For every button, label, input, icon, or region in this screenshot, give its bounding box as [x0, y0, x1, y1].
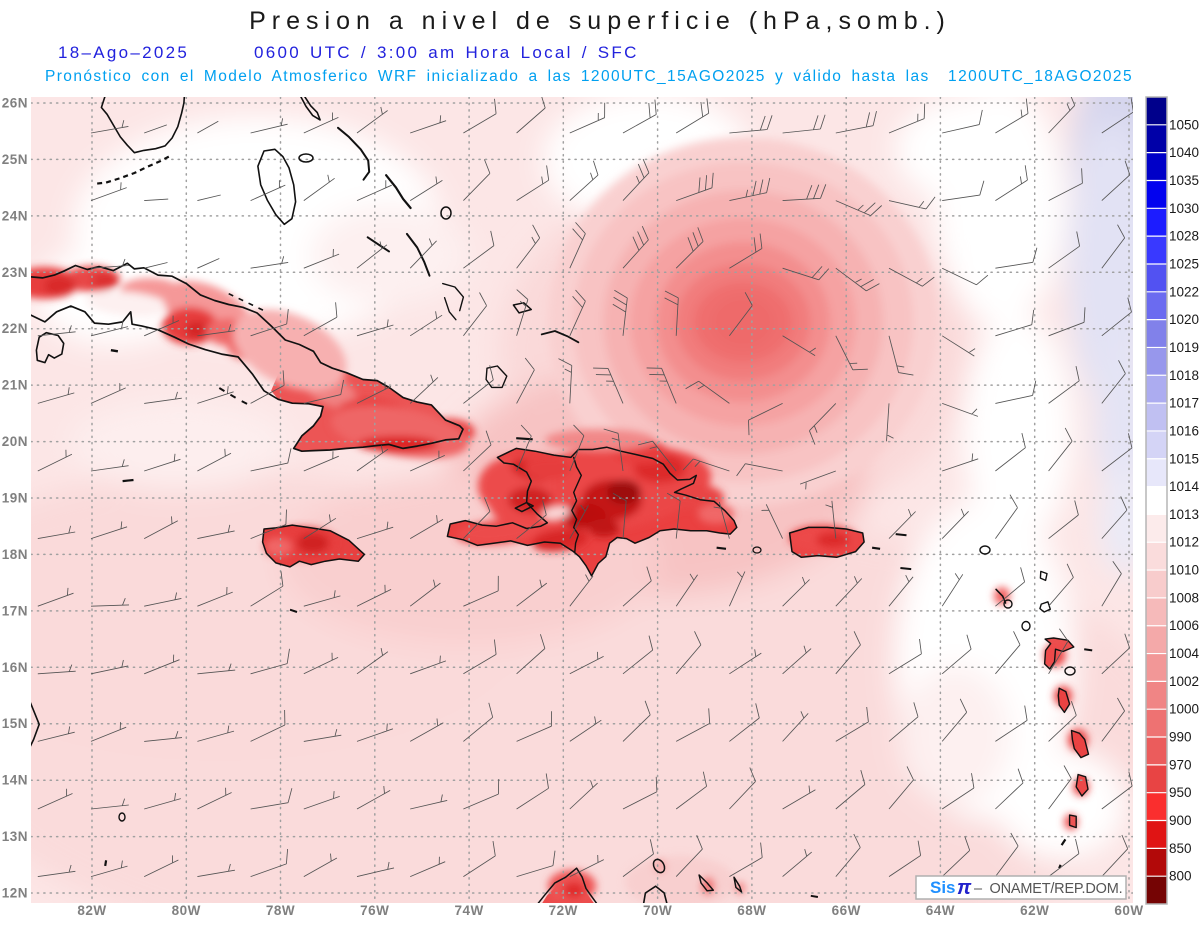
svg-text:15N: 15N [2, 716, 28, 731]
svg-text:– ONAMET/REP.DOM.: – ONAMET/REP.DOM. [974, 881, 1122, 897]
svg-text:850: 850 [1169, 841, 1192, 856]
svg-text:Sis: Sis [930, 878, 956, 897]
svg-text:1040: 1040 [1169, 145, 1199, 160]
svg-text:60W: 60W [1114, 903, 1143, 918]
svg-text:82W: 82W [77, 903, 106, 918]
svg-text:19N: 19N [2, 491, 28, 506]
svg-text:1012: 1012 [1169, 535, 1199, 550]
svg-text:1019: 1019 [1169, 340, 1199, 355]
svg-text:25N: 25N [2, 152, 28, 167]
svg-text:990: 990 [1169, 730, 1192, 745]
svg-text:1002: 1002 [1169, 674, 1199, 689]
svg-text:72W: 72W [549, 903, 578, 918]
svg-text:13N: 13N [2, 829, 28, 844]
svg-text:1006: 1006 [1169, 618, 1199, 633]
svg-text:26N: 26N [2, 96, 28, 111]
svg-text:900: 900 [1169, 813, 1192, 828]
svg-text:1035: 1035 [1169, 173, 1199, 188]
svg-text:1030: 1030 [1169, 201, 1199, 216]
svg-text:1018: 1018 [1169, 368, 1199, 383]
svg-text:17N: 17N [2, 603, 28, 618]
svg-text:1025: 1025 [1169, 257, 1199, 272]
svg-text:64W: 64W [926, 903, 955, 918]
svg-text:23N: 23N [2, 265, 28, 280]
svg-text:22N: 22N [2, 321, 28, 336]
svg-text:18–Ago–2025: 18–Ago–2025 [58, 43, 189, 62]
svg-text:1000: 1000 [1169, 702, 1199, 717]
svg-text:20N: 20N [2, 434, 28, 449]
svg-text:70W: 70W [643, 903, 672, 918]
svg-text:1017: 1017 [1169, 396, 1199, 411]
svg-text:80W: 80W [172, 903, 201, 918]
svg-text:18N: 18N [2, 547, 28, 562]
svg-text:1050: 1050 [1169, 117, 1199, 132]
svg-text:π: π [957, 877, 972, 899]
svg-text:16N: 16N [2, 660, 28, 675]
svg-text:1014: 1014 [1169, 479, 1200, 494]
svg-text:0600 UTC / 3:00 am Hora Local: 0600 UTC / 3:00 am Hora Local / SFC [254, 43, 639, 62]
svg-text:1010: 1010 [1169, 563, 1199, 578]
svg-text:12N: 12N [2, 886, 28, 901]
svg-text:1028: 1028 [1169, 229, 1199, 244]
svg-text:1020: 1020 [1169, 312, 1199, 327]
svg-text:1008: 1008 [1169, 590, 1199, 605]
svg-text:1004: 1004 [1169, 646, 1200, 661]
svg-text:1016: 1016 [1169, 423, 1199, 438]
svg-text:74W: 74W [454, 903, 483, 918]
svg-text:78W: 78W [266, 903, 295, 918]
svg-text:24N: 24N [2, 208, 28, 223]
svg-text:1015: 1015 [1169, 451, 1199, 466]
svg-text:Presion a nivel de superfi: Presion a nivel de superficie (hPa,somb.… [249, 7, 951, 35]
svg-text:Pronóstico con el Modelo Atmos: Pronóstico con el Modelo Atmosferico WRF… [45, 68, 1133, 85]
svg-text:76W: 76W [360, 903, 389, 918]
svg-text:62W: 62W [1020, 903, 1049, 918]
svg-text:68W: 68W [737, 903, 766, 918]
svg-text:66W: 66W [832, 903, 861, 918]
svg-text:1013: 1013 [1169, 507, 1199, 522]
svg-text:950: 950 [1169, 785, 1192, 800]
svg-text:21N: 21N [2, 378, 28, 393]
svg-text:14N: 14N [2, 773, 28, 788]
svg-text:1022: 1022 [1169, 284, 1199, 299]
svg-text:800: 800 [1169, 869, 1192, 884]
svg-text:970: 970 [1169, 757, 1192, 772]
